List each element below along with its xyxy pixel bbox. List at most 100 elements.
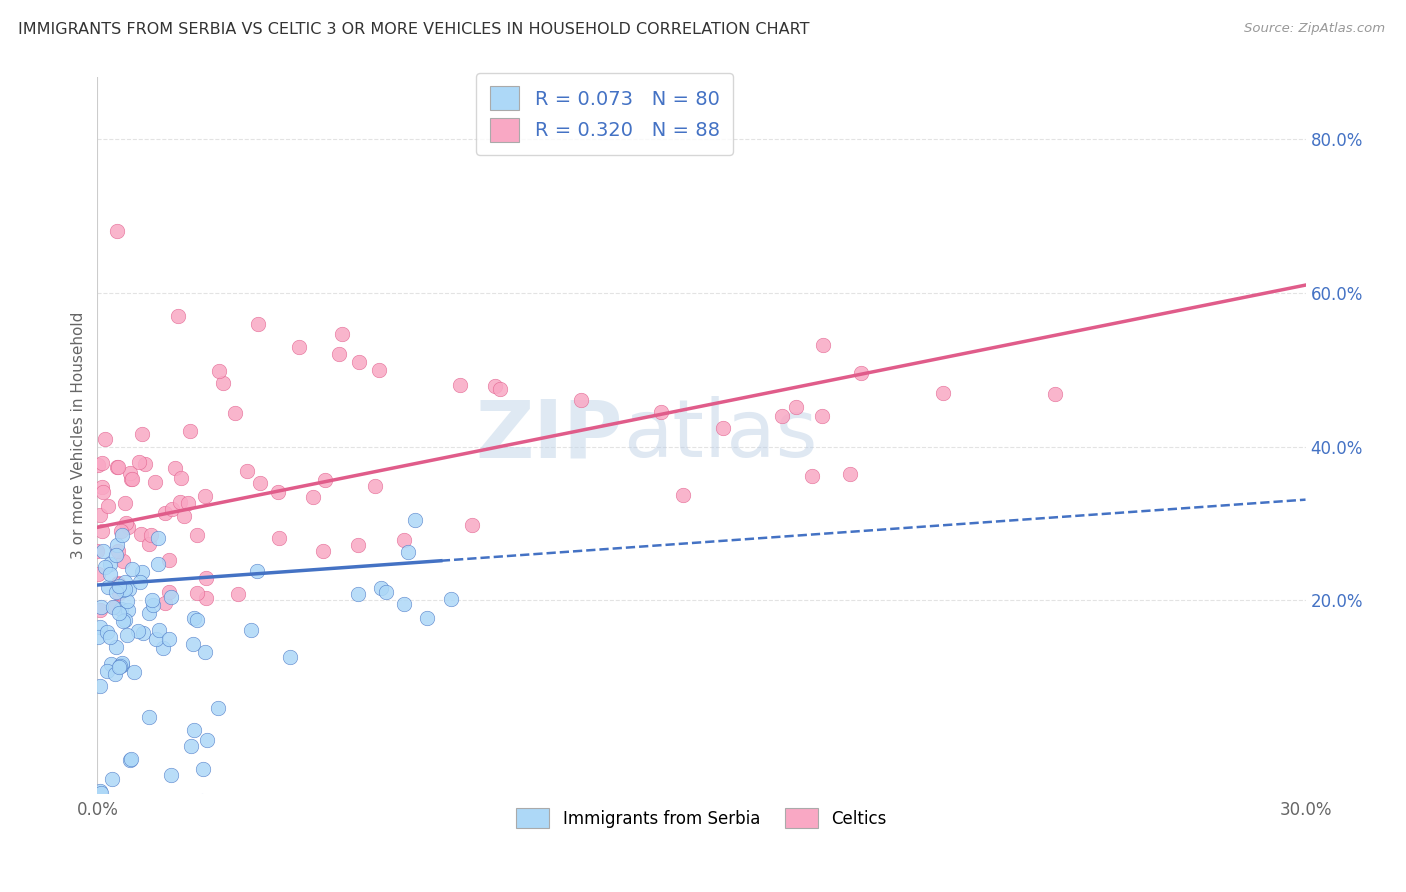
Point [91,524,114,539]
Point [160,501,183,516]
Point [124,665,146,679]
Point [91,484,114,499]
Point [112,554,135,568]
Point [207,700,229,714]
Point [157,632,180,647]
Point [108,586,131,600]
Point [650,405,672,419]
Point [100,657,122,671]
Point [129,575,152,590]
Point [91,456,114,470]
Point [849,367,872,381]
Point [107,606,129,620]
Point [240,624,263,638]
Point [328,347,350,361]
Point [105,548,128,562]
Point [228,587,250,601]
Point [330,326,353,341]
Point [173,509,195,524]
Point [785,401,807,415]
Point [148,558,170,572]
Point [112,614,135,628]
Text: IMMIGRANTS FROM SERBIA VS CELTIC 3 OR MORE VEHICLES IN HOUSEHOLD CORRELATION CHA: IMMIGRANTS FROM SERBIA VS CELTIC 3 OR MO… [18,22,810,37]
Point [98,567,121,582]
Point [170,471,193,485]
Point [111,583,134,598]
Point [132,625,155,640]
Point [396,544,419,558]
Point [364,479,387,493]
Point [449,378,471,392]
Point [118,466,141,480]
Point [121,562,143,576]
Point [1043,386,1066,401]
Point [489,382,512,396]
Point [118,582,141,597]
Point [114,613,136,627]
Point [183,723,205,737]
Point [110,601,132,615]
Point [191,794,214,808]
Point [183,610,205,624]
Point [368,362,391,376]
Point [302,490,325,504]
Point [181,637,204,651]
Point [194,489,217,503]
Point [101,600,124,615]
Point [159,590,181,604]
Point [236,464,259,478]
Point [186,586,208,600]
Point [249,475,271,490]
Point [143,475,166,489]
Point [104,585,127,599]
Point [115,628,138,642]
Point [97,580,120,594]
Point [138,606,160,620]
Point [347,587,370,601]
Point [224,407,246,421]
Point [141,592,163,607]
Point [163,460,186,475]
Point [314,473,336,487]
Point [114,516,136,530]
Point [247,317,270,331]
Point [114,496,136,510]
Point [107,576,129,591]
Point [138,537,160,551]
Point [104,667,127,681]
Point [107,460,129,475]
Point [176,495,198,509]
Point [131,565,153,579]
Point [287,340,309,354]
Point [90,480,112,494]
Point [212,376,235,390]
Point [87,631,110,645]
Point [87,458,110,472]
Point [108,660,131,674]
Point [127,624,149,638]
Point [120,752,142,766]
Point [404,513,426,527]
Point [801,469,824,483]
Point [169,494,191,508]
Point [416,611,439,625]
Point [370,581,392,595]
Point [152,641,174,656]
Point [128,455,150,469]
Point [148,624,170,638]
Point [91,544,114,558]
Point [107,224,129,238]
Point [347,538,370,552]
Point [114,582,136,596]
Point [148,531,170,545]
Point [208,364,231,378]
Point [180,739,202,753]
Point [110,524,132,538]
Point [90,786,112,800]
Point [811,409,834,423]
Point [440,592,463,607]
Point [115,594,138,608]
Point [94,560,117,574]
Point [120,753,142,767]
Point [108,658,131,673]
